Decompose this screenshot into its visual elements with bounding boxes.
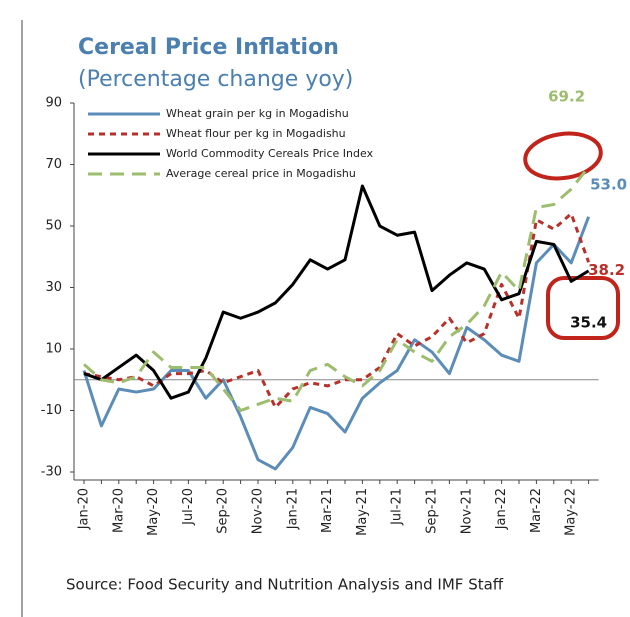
data-label: 69.2 [548,87,585,105]
y-tick-label: 90 [45,96,62,111]
x-tick-label: Mar-20 [111,488,126,533]
data-label: 38.2 [588,261,625,279]
series-line [83,212,591,409]
legend-label: Wheat grain per kg in Mogadishu [166,107,349,120]
source-note: Source: Food Security and Nutrition Anal… [66,576,504,594]
x-tick-label: Sep-21 [425,488,440,534]
series-line [83,184,590,400]
legend-label: Average cereal price in Mogadishu [166,167,356,180]
x-tick-label: Jul-20 [181,488,196,526]
x-tick-label: Jan-21 [285,488,300,530]
x-tick-label: Nov-20 [251,488,266,534]
y-tick-label: 50 [45,219,62,234]
y-tick-label: -30 [41,465,62,480]
x-tick-label: Jan-22 [494,488,509,530]
annotation-circle [523,131,603,181]
x-tick-label: Nov-21 [459,488,474,534]
y-tick-label: 10 [45,342,62,357]
chart-subtitle: (Percentage change yoy) [78,67,353,92]
legend-label: World Commodity Cereals Price Index [166,147,374,160]
x-tick-label: May-21 [355,488,370,536]
series-line [83,166,590,412]
chart-title: Cereal Price Inflation [78,35,339,60]
x-tick-label: Jul-21 [390,488,405,526]
data-label: 35.4 [570,313,607,331]
x-tick-label: Mar-22 [529,488,544,533]
y-tick-label: 30 [45,280,62,295]
y-tick-label: 70 [45,157,62,172]
data-label: 53.0 [590,175,627,193]
series-line [82,216,591,471]
x-tick-label: Sep-20 [216,488,231,534]
x-tick-label: May-20 [146,488,161,536]
x-tick-label: Mar-21 [320,488,335,533]
x-tick-label: May-22 [564,488,579,536]
x-tick-label: Jan-20 [77,488,92,530]
y-tick-label: -10 [41,403,62,418]
legend-label: Wheat flour per kg in Mogadishu [166,127,346,140]
annotation-circle [546,276,620,340]
